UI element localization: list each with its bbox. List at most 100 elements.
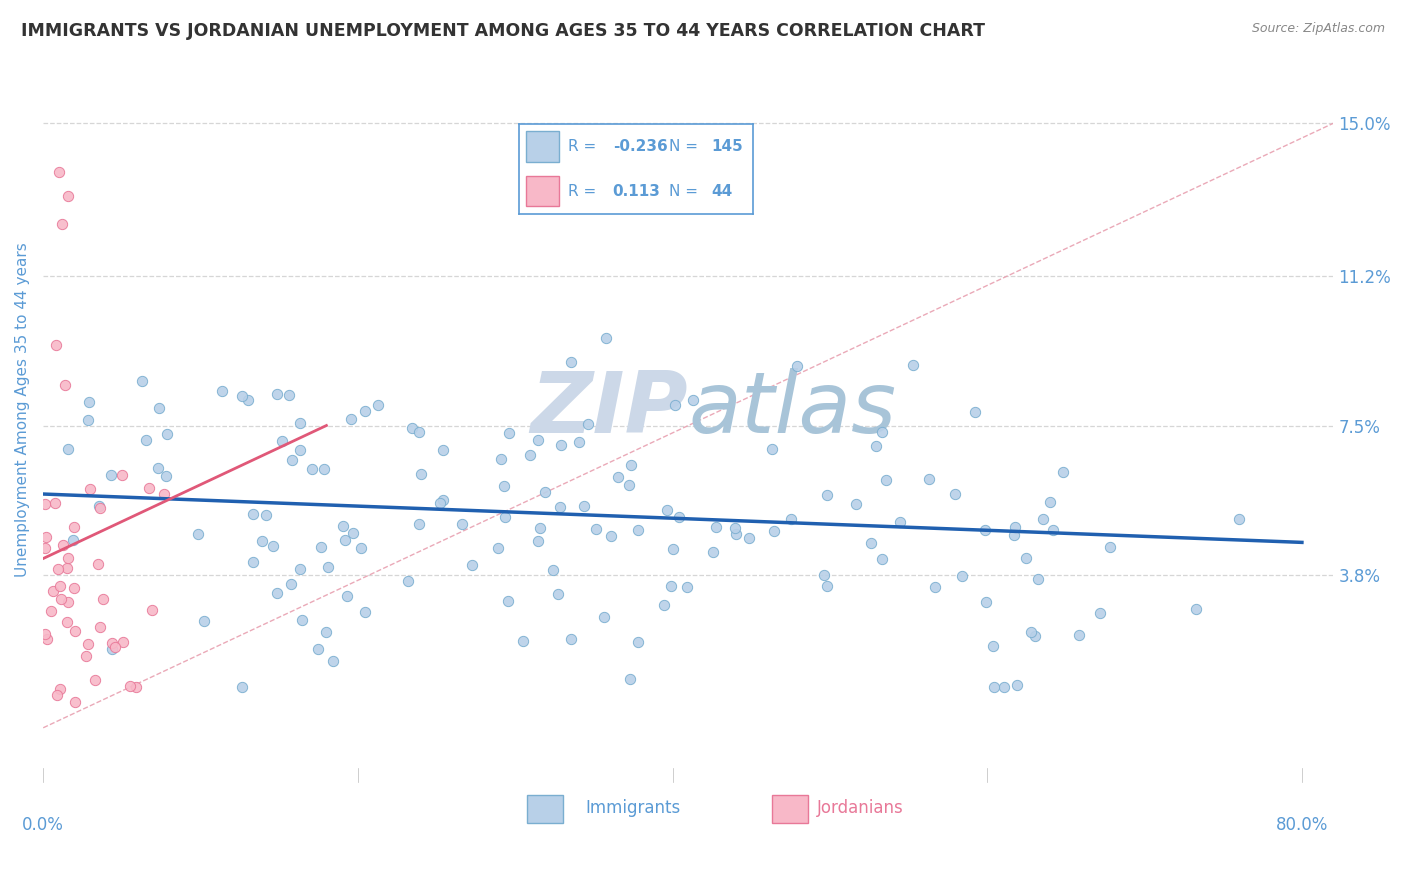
Point — [77, 395, 100, 409]
Point — [593, 610, 616, 624]
Point — [34, 541, 56, 555]
Point — [290, 443, 312, 458]
Point — [135, 433, 157, 447]
Point — [661, 542, 683, 557]
Point — [779, 512, 801, 526]
Point — [89, 619, 111, 633]
Point — [1026, 572, 1049, 586]
Point — [432, 442, 454, 457]
Point — [550, 438, 572, 452]
Point — [1002, 528, 1025, 542]
Point — [527, 534, 550, 549]
Text: Immigrants: Immigrants — [585, 798, 681, 816]
Point — [63, 581, 86, 595]
Point — [56, 550, 79, 565]
Point — [333, 533, 356, 547]
Point — [1005, 678, 1028, 692]
Point — [981, 639, 1004, 653]
Point — [529, 521, 551, 535]
Point — [35, 530, 58, 544]
Point — [845, 497, 868, 511]
Point — [101, 641, 124, 656]
Text: 145: 145 — [711, 139, 742, 154]
Point — [1039, 494, 1062, 508]
Point — [291, 613, 314, 627]
Point — [100, 468, 122, 483]
Point — [231, 681, 253, 695]
Point — [89, 500, 111, 515]
Point — [48, 682, 70, 697]
Point — [702, 544, 724, 558]
Point — [875, 473, 897, 487]
Point — [534, 485, 557, 500]
Point — [278, 387, 301, 401]
Point — [1021, 625, 1043, 640]
Point — [870, 552, 893, 566]
Point — [314, 462, 336, 476]
Point — [77, 412, 100, 426]
FancyBboxPatch shape — [526, 176, 558, 206]
Point — [155, 469, 177, 483]
Point — [340, 412, 363, 426]
Point — [35, 632, 58, 646]
Point — [56, 442, 79, 456]
Point — [111, 467, 134, 482]
Point — [332, 519, 354, 533]
Point — [865, 439, 887, 453]
Point — [664, 398, 686, 412]
Text: atlas: atlas — [689, 368, 896, 450]
Point — [576, 417, 599, 432]
Point — [87, 500, 110, 514]
Point — [280, 452, 302, 467]
Point — [1042, 523, 1064, 537]
Text: 0.0%: 0.0% — [22, 816, 65, 834]
Point — [815, 488, 838, 502]
Point — [48, 562, 70, 576]
Point — [280, 576, 302, 591]
Point — [489, 452, 512, 467]
Point — [606, 470, 628, 484]
Point — [560, 355, 582, 369]
Point — [193, 614, 215, 628]
Point — [262, 539, 284, 553]
Point — [141, 603, 163, 617]
Point — [290, 416, 312, 430]
Point — [254, 508, 277, 522]
Point — [112, 635, 135, 649]
Point — [211, 384, 233, 398]
Point — [353, 605, 375, 619]
Point — [512, 633, 534, 648]
Point — [494, 510, 516, 524]
Point — [401, 421, 423, 435]
Point — [813, 568, 835, 582]
Point — [617, 477, 640, 491]
Point — [77, 637, 100, 651]
Point — [1227, 511, 1250, 525]
Point — [307, 642, 329, 657]
Point — [349, 541, 371, 555]
Point — [354, 404, 377, 418]
Point — [49, 579, 72, 593]
Point — [943, 487, 966, 501]
Point — [34, 497, 56, 511]
Point — [763, 524, 786, 539]
Point — [1185, 602, 1208, 616]
Point — [498, 425, 520, 440]
Point — [270, 434, 292, 448]
Point — [56, 594, 79, 608]
Point — [63, 695, 86, 709]
Point — [51, 217, 73, 231]
Point — [626, 635, 648, 649]
Point — [79, 482, 101, 496]
Point — [56, 615, 79, 630]
Text: -0.236: -0.236 — [613, 139, 668, 154]
Text: Source: ZipAtlas.com: Source: ZipAtlas.com — [1251, 22, 1385, 36]
Point — [724, 521, 747, 535]
Point — [548, 500, 571, 515]
Point — [242, 508, 264, 522]
Y-axis label: Unemployment Among Ages 35 to 44 years: Unemployment Among Ages 35 to 44 years — [15, 242, 30, 577]
Point — [44, 496, 66, 510]
Point — [63, 624, 86, 638]
Point — [146, 460, 169, 475]
Point — [318, 560, 340, 574]
